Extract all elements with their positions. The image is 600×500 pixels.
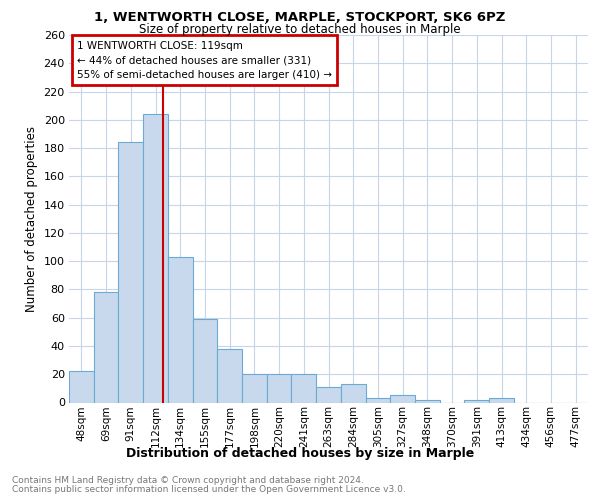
Bar (118, 142, 143, 402)
Text: 1, WENTWORTH CLOSE, MARPLE, STOCKPORT, SK6 6PZ: 1, WENTWORTH CLOSE, MARPLE, STOCKPORT, S… (94, 11, 506, 24)
Bar (69, 372, 94, 402)
Bar (267, 374, 292, 402)
Bar (489, 398, 514, 402)
Bar (316, 387, 341, 402)
Bar (193, 319, 217, 402)
Text: 1 WENTWORTH CLOSE: 119sqm
← 44% of detached houses are smaller (331)
55% of semi: 1 WENTWORTH CLOSE: 119sqm ← 44% of detac… (77, 40, 332, 80)
Bar (217, 349, 242, 403)
Text: Size of property relative to detached houses in Marple: Size of property relative to detached ho… (139, 22, 461, 36)
Text: Contains public sector information licensed under the Open Government Licence v3: Contains public sector information licen… (12, 485, 406, 494)
Text: Distribution of detached houses by size in Marple: Distribution of detached houses by size … (126, 448, 474, 460)
Y-axis label: Number of detached properties: Number of detached properties (25, 126, 38, 312)
Text: Contains HM Land Registry data © Crown copyright and database right 2024.: Contains HM Land Registry data © Crown c… (12, 476, 364, 485)
Bar (242, 374, 267, 402)
Bar (94, 292, 118, 403)
Bar (365, 398, 390, 402)
Bar (341, 384, 365, 402)
Bar (390, 396, 415, 402)
Bar (143, 114, 168, 403)
Bar (415, 400, 440, 402)
Bar (168, 257, 193, 402)
Bar (464, 400, 489, 402)
Bar (292, 374, 316, 402)
